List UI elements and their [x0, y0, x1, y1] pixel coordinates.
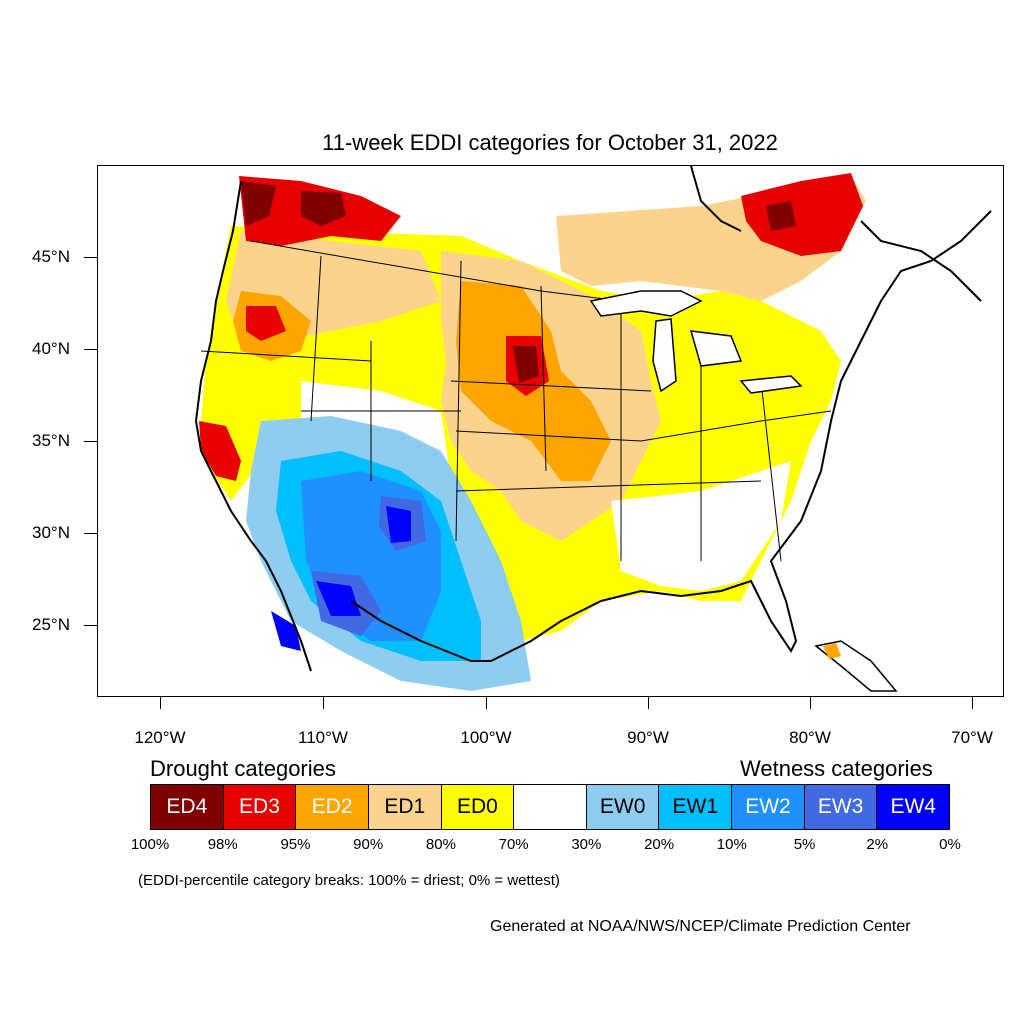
- legend-percentile-label: 98%: [207, 836, 238, 853]
- region-ed3-oregon: [246, 306, 286, 341]
- x-tick-mark: [160, 697, 161, 709]
- y-tick-mark: [84, 533, 97, 534]
- x-tick-mark: [486, 697, 487, 709]
- legend-box-ew0: EW0: [586, 785, 660, 829]
- category-breaks-note: (EDDI-percentile category breaks: 100% =…: [138, 872, 560, 889]
- coastline: [194, 180, 992, 672]
- y-tick-mark: [84, 441, 97, 442]
- map-panel: [97, 165, 1004, 697]
- region-ew4-nm: [386, 506, 411, 543]
- legend-box-neutral: [514, 785, 587, 829]
- x-tick-label-90w: 90°W: [627, 728, 669, 747]
- x-tick-mark: [972, 697, 973, 709]
- region-ew4-mexico: [316, 581, 361, 616]
- region-ed4-northwest: [241, 181, 276, 226]
- x-tick-mark: [648, 697, 649, 709]
- map-title: 11-week EDDI categories for October 31, …: [322, 130, 778, 155]
- legend-percentile-label: 100%: [130, 836, 170, 853]
- wetness-categories-heading: Wetness categories: [740, 756, 933, 781]
- region-ed3-california: [199, 421, 241, 481]
- legend-box-ew4: EW4: [877, 785, 950, 829]
- region-ed4-northeast: [766, 201, 796, 231]
- state-borders: [200, 240, 832, 562]
- legend-percentile-label: 90%: [353, 836, 384, 853]
- legend-colorbar: ED4 ED3 ED2 ED1 ED0 EW0 EW1 EW2 EW3 EW4: [150, 784, 950, 830]
- legend-box-ed1: ED1: [368, 785, 442, 829]
- credit-line: Generated at NOAA/NWS/NCEP/Climate Predi…: [490, 918, 911, 935]
- x-tick-mark: [810, 697, 811, 709]
- region-ed3-northeast: [741, 173, 863, 256]
- y-tick-label-40: 40°N: [32, 339, 70, 358]
- great-lakes: [589, 290, 803, 394]
- x-tick-label-70w: 70°W: [951, 728, 993, 747]
- legend-percentile-label: 70%: [498, 836, 529, 853]
- y-tick-mark: [84, 625, 97, 626]
- x-tick-label-120w: 120°W: [134, 728, 186, 747]
- region-ed4-plains: [513, 346, 539, 383]
- y-tick-mark: [84, 257, 97, 258]
- legend-percentile-label: 30%: [571, 836, 602, 853]
- legend-percentile-label: 10%: [716, 836, 747, 853]
- legend-box-ew3: EW3: [804, 785, 878, 829]
- legend-box-ew2: EW2: [732, 785, 805, 829]
- legend-percentile-label: 5%: [793, 836, 816, 853]
- legend-box-ed4: ED4: [151, 785, 224, 829]
- y-tick-label-45: 45°N: [32, 247, 70, 266]
- legend-percentile-label: 80%: [425, 836, 456, 853]
- legend-percentile-label: 95%: [280, 836, 311, 853]
- legend-box-ed2: ED2: [296, 785, 369, 829]
- y-tick-mark: [84, 349, 97, 350]
- legend-box-ed3: ED3: [223, 785, 297, 829]
- legend-percentile-label: 0%: [939, 836, 961, 853]
- x-tick-label-100w: 100°W: [460, 728, 512, 747]
- y-tick-label-35: 35°N: [32, 431, 70, 450]
- x-tick-label-110w: 110°W: [298, 728, 348, 747]
- region-ew4-baja: [271, 611, 301, 651]
- legend-box-ew1: EW1: [659, 785, 733, 829]
- legend-percentile-label: 2%: [866, 836, 889, 853]
- x-tick-label-80w: 80°W: [789, 728, 831, 747]
- x-tick-mark: [323, 697, 324, 709]
- canada-coast: [690, 166, 982, 302]
- legend-percentile-label: 20%: [644, 836, 675, 853]
- legend-box-ed0: ED0: [441, 785, 515, 829]
- cuba-fill: [823, 643, 841, 659]
- eddi-map: [194, 166, 992, 692]
- y-tick-label-30: 30°N: [32, 523, 70, 542]
- region-ed4-northwest-2: [301, 191, 346, 226]
- drought-categories-heading: Drought categories: [150, 756, 336, 781]
- y-tick-label-25: 25°N: [32, 615, 70, 634]
